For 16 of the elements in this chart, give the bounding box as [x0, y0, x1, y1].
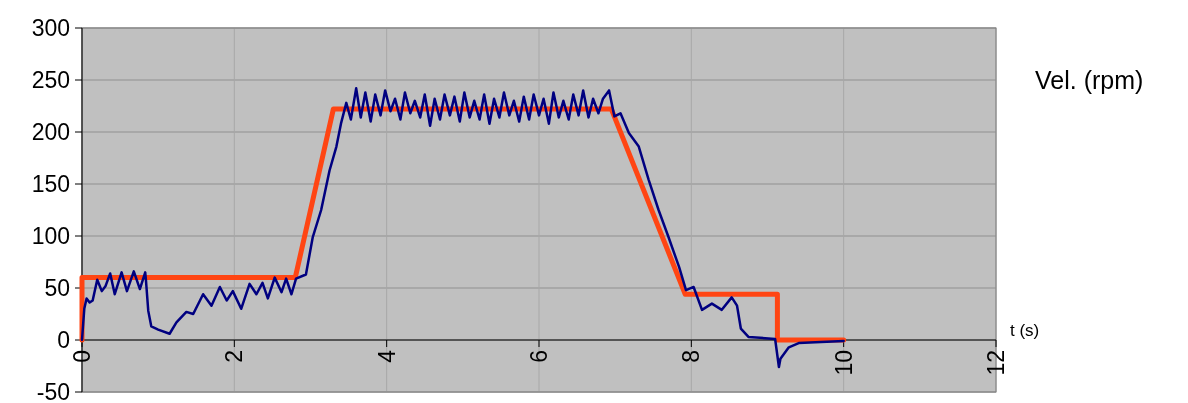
- y-tick-label: 250: [31, 67, 70, 93]
- x-axis-title: t (s): [1010, 321, 1040, 340]
- y-tick-label: 200: [31, 119, 70, 145]
- x-tick-label: 2: [221, 350, 248, 363]
- y-tick-label: 150: [31, 171, 70, 197]
- x-tick-label: 6: [526, 350, 552, 363]
- y-tick-label: -50: [36, 379, 70, 403]
- y-tick-label: 100: [31, 223, 70, 249]
- x-tick-label: 8: [678, 350, 705, 363]
- x-tick-label: 10: [830, 350, 857, 376]
- y-tick-label: 300: [31, 15, 70, 41]
- x-tick-label: 4: [373, 349, 400, 363]
- x-tick-label: 12: [983, 350, 1009, 376]
- y-tick-label: 50: [44, 275, 70, 301]
- y-axis-title: Vel. (rpm): [1035, 66, 1144, 94]
- x-tick-label: 0: [69, 350, 95, 363]
